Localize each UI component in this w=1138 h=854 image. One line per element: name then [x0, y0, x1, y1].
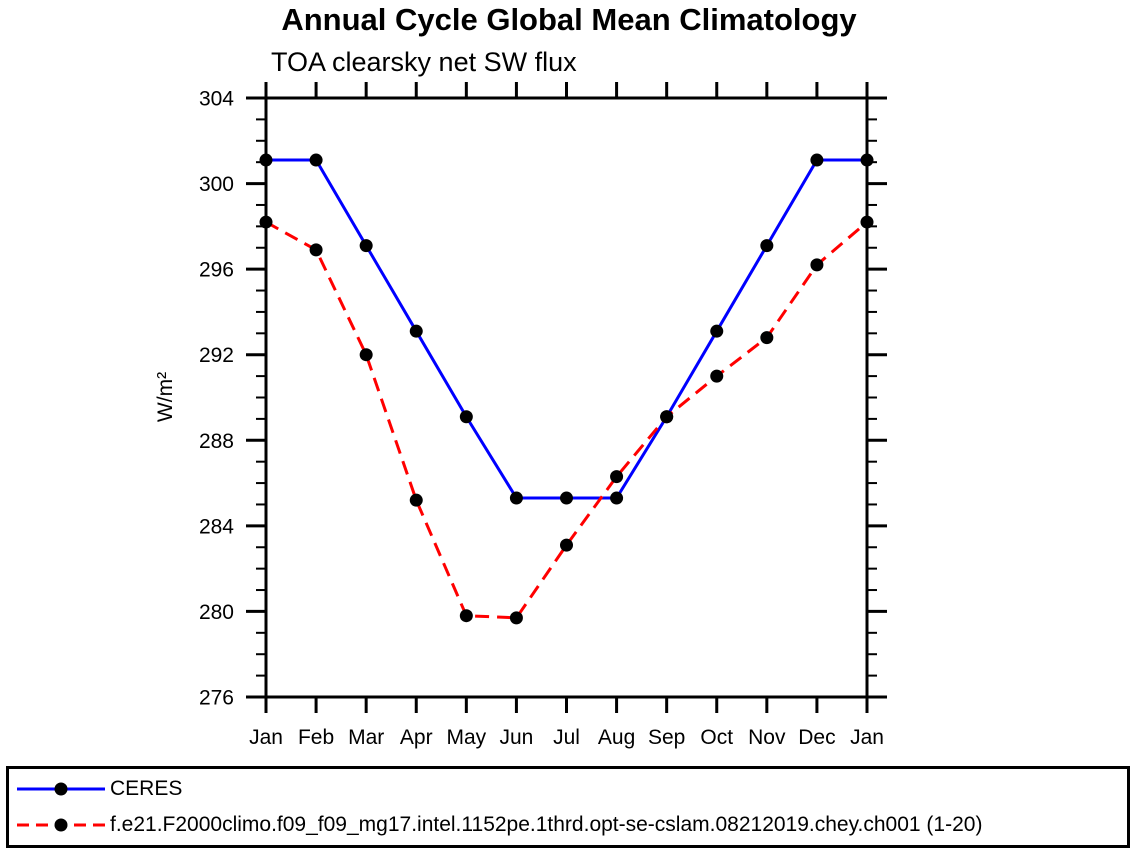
legend-item-ceres: CERES: [9, 772, 1127, 806]
x-tick-label: Aug: [598, 726, 635, 749]
legend-label-model-run: f.e21.F2000climo.f09_f09_mg17.intel.1152…: [110, 813, 983, 837]
y-tick-label: 284: [199, 515, 234, 538]
legend-box: CERES f.e21.F2000climo.f09_f09_mg17.inte…: [6, 766, 1130, 848]
data-point-marker-1: [760, 331, 774, 345]
data-point-marker-0: [509, 491, 523, 505]
data-point-marker-1: [409, 493, 423, 507]
series-line-1: [265, 220, 868, 620]
chart-subtitle: TOA clearsky net SW flux: [271, 47, 577, 77]
y-tick-label: 288: [199, 430, 234, 453]
data-point-marker-1: [509, 611, 523, 625]
y-tick-label: 296: [199, 259, 234, 282]
x-tick-label: May: [446, 726, 486, 749]
data-point-marker-0: [710, 324, 724, 338]
data-point-marker-1: [710, 369, 724, 383]
y-tick-label: 276: [199, 687, 234, 710]
x-tick-label: Jul: [553, 726, 580, 749]
x-tick-label: Feb: [298, 726, 334, 749]
plot-border: [264, 96, 869, 699]
legend-item-model-run: f.e21.F2000climo.f09_f09_mg17.intel.1152…: [9, 808, 1127, 842]
legend-label-ceres: CERES: [110, 776, 183, 800]
legend-line-sample-ceres: [17, 782, 105, 796]
data-point-marker-0: [259, 153, 273, 167]
x-tick-label: Jan: [249, 726, 283, 749]
data-point-marker-0: [760, 239, 774, 253]
x-tick-label: Sep: [648, 726, 685, 749]
legend-line-sample-model-run: [17, 818, 105, 832]
data-point-marker-0: [560, 491, 573, 505]
data-point-marker-0: [309, 153, 323, 167]
data-point-marker-1: [309, 243, 323, 257]
data-point-marker-1: [660, 410, 674, 424]
y-tick-label: 300: [199, 173, 234, 196]
plot-area: Jan Feb Mar Apr May Jun Jul Aug Sep Oct Nov Dec Jan 2…: [199, 82, 887, 749]
x-tick-label: Apr: [400, 726, 433, 749]
data-point-marker-1: [459, 609, 473, 623]
data-point-marker-1: [259, 215, 273, 229]
series-line-0: [266, 158, 867, 500]
x-tick-label: Mar: [348, 726, 384, 749]
x-tick-label: Dec: [798, 726, 835, 749]
data-point-marker-0: [459, 410, 473, 424]
x-tick-label: Jun: [499, 726, 533, 749]
data-point-marker-1: [560, 538, 573, 552]
data-point-marker-1: [810, 258, 824, 272]
data-point-marker-0: [810, 153, 824, 167]
data-point-marker-1: [860, 215, 874, 229]
data-point-marker-0: [860, 153, 874, 167]
y-tick-label: 280: [199, 601, 234, 624]
data-point-marker-0: [610, 491, 624, 505]
x-tick-label: Nov: [748, 726, 786, 749]
y-tick-label: 304: [199, 88, 234, 111]
data-point-marker-1: [610, 470, 624, 484]
chart-title: Annual Cycle Global Mean Climatology: [281, 2, 857, 37]
x-tick-label: Oct: [700, 726, 733, 749]
y-tick-label: 292: [199, 344, 234, 367]
data-point-marker-0: [359, 239, 373, 253]
data-point-marker-1: [359, 348, 373, 362]
data-point-marker-0: [409, 324, 423, 338]
x-tick-label: Jan: [850, 726, 884, 749]
